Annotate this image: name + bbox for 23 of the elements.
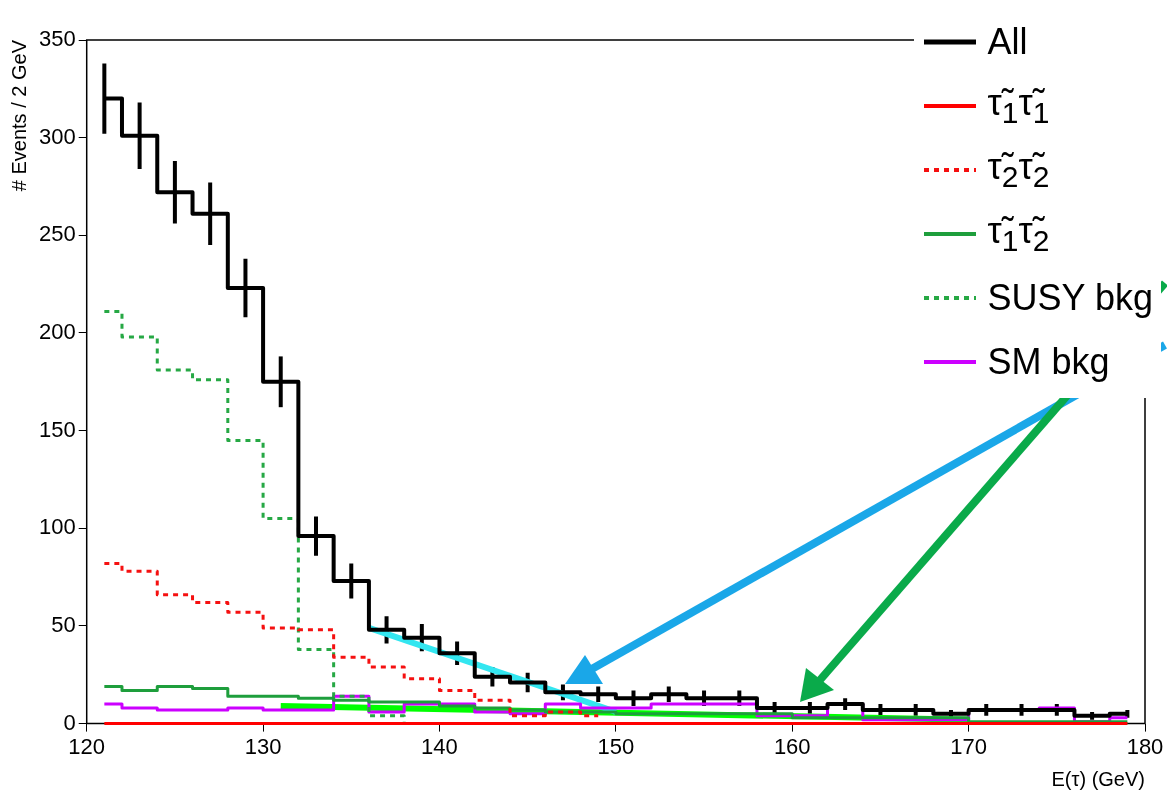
y-tick-label: 0 [63,709,76,735]
x-tick-label: 120 [68,733,106,759]
x-tick-label: 180 [1126,733,1164,759]
x-tick-label: 130 [244,733,282,759]
legend-label: All [987,21,1028,63]
y-axis-title: # Events / 2 GeV [7,39,30,192]
y-tick-label: 250 [38,221,76,247]
y-tick-label: 350 [38,26,76,52]
x-axis-title: E(τ) (GeV) [1051,767,1145,790]
x-tick-label: 150 [597,733,635,759]
y-tick-label: 300 [38,123,76,149]
legend-label: τ̃$_{2}$τ̃$_{2}$ [987,145,1050,195]
legend-label: SM bkg [987,341,1110,383]
y-tick-label: 100 [38,514,76,540]
legend-label: τ̃$_{1}$τ̃$_{2}$ [987,209,1050,259]
legend-label: τ̃$_{1}$τ̃$_{1}$ [987,81,1050,131]
y-tick-label: 50 [51,612,76,638]
y-tick-label: 150 [38,416,76,442]
y-tick-label: 200 [38,319,76,345]
x-tick-label: 170 [950,733,987,759]
legend-label: SUSY bkg [987,277,1153,319]
x-tick-label: 140 [421,733,458,759]
x-tick-label: 160 [773,733,811,759]
